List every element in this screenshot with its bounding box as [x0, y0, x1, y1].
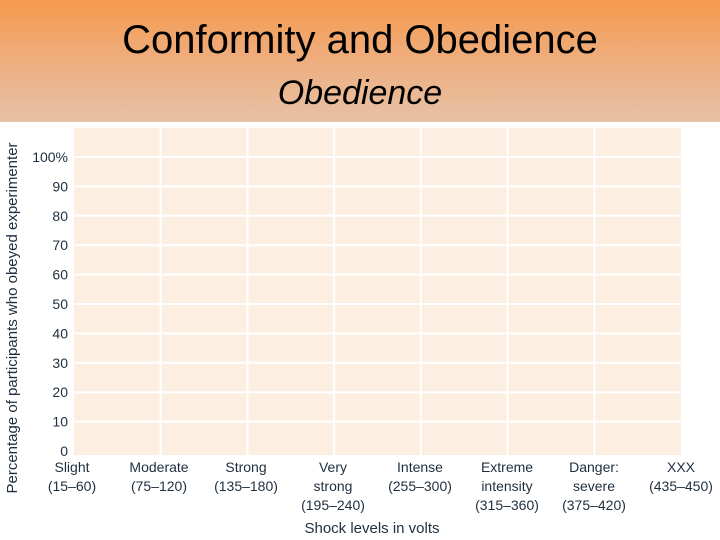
x-category-range: (255–300) — [388, 478, 452, 494]
x-category-range: (315–360) — [475, 497, 539, 513]
x-category-range: (375–420) — [562, 497, 626, 513]
plot-area — [74, 128, 681, 455]
x-category-range: (135–180) — [214, 478, 278, 494]
slide-subtitle: Obedience — [277, 74, 443, 112]
y-tick-label: 30 — [52, 355, 68, 371]
x-category-label-line: strong — [314, 478, 353, 494]
y-tick-label: 80 — [52, 208, 68, 224]
x-category-label: Strong — [225, 459, 266, 475]
slide-header — [0, 0, 720, 122]
x-category-label-line: intensity — [481, 478, 532, 494]
x-category-label: Danger: — [569, 459, 619, 475]
x-category-label-line: severe — [573, 478, 615, 494]
x-category-label: Very — [319, 459, 347, 475]
y-tick-label: 40 — [52, 325, 68, 341]
x-category-range: (15–60) — [48, 478, 96, 494]
y-tick-label: 100% — [32, 149, 68, 165]
y-tick-label: 70 — [52, 237, 68, 253]
y-tick-label: 50 — [52, 296, 68, 312]
y-tick-label: 10 — [52, 414, 68, 430]
x-category-label: Extreme — [481, 459, 533, 475]
slide-title: Conformity and Obedience — [122, 18, 598, 62]
y-axis-title: Percentage of participants who obeyed ex… — [4, 142, 21, 493]
y-tick-label: 90 — [52, 178, 68, 194]
y-tick-label: 20 — [52, 384, 68, 400]
y-tick-label: 0 — [60, 443, 68, 459]
x-category-label: Slight — [54, 459, 89, 475]
x-category-range: (75–120) — [131, 478, 187, 494]
x-axis-title: Shock levels in volts — [304, 520, 439, 537]
x-category-label: Intense — [397, 459, 443, 475]
y-tick-label: 60 — [52, 267, 68, 283]
x-category-label: XXX — [667, 459, 696, 475]
x-category-range: (435–450) — [649, 478, 713, 494]
x-category-label: Moderate — [129, 459, 188, 475]
x-category-range: (195–240) — [301, 497, 365, 513]
